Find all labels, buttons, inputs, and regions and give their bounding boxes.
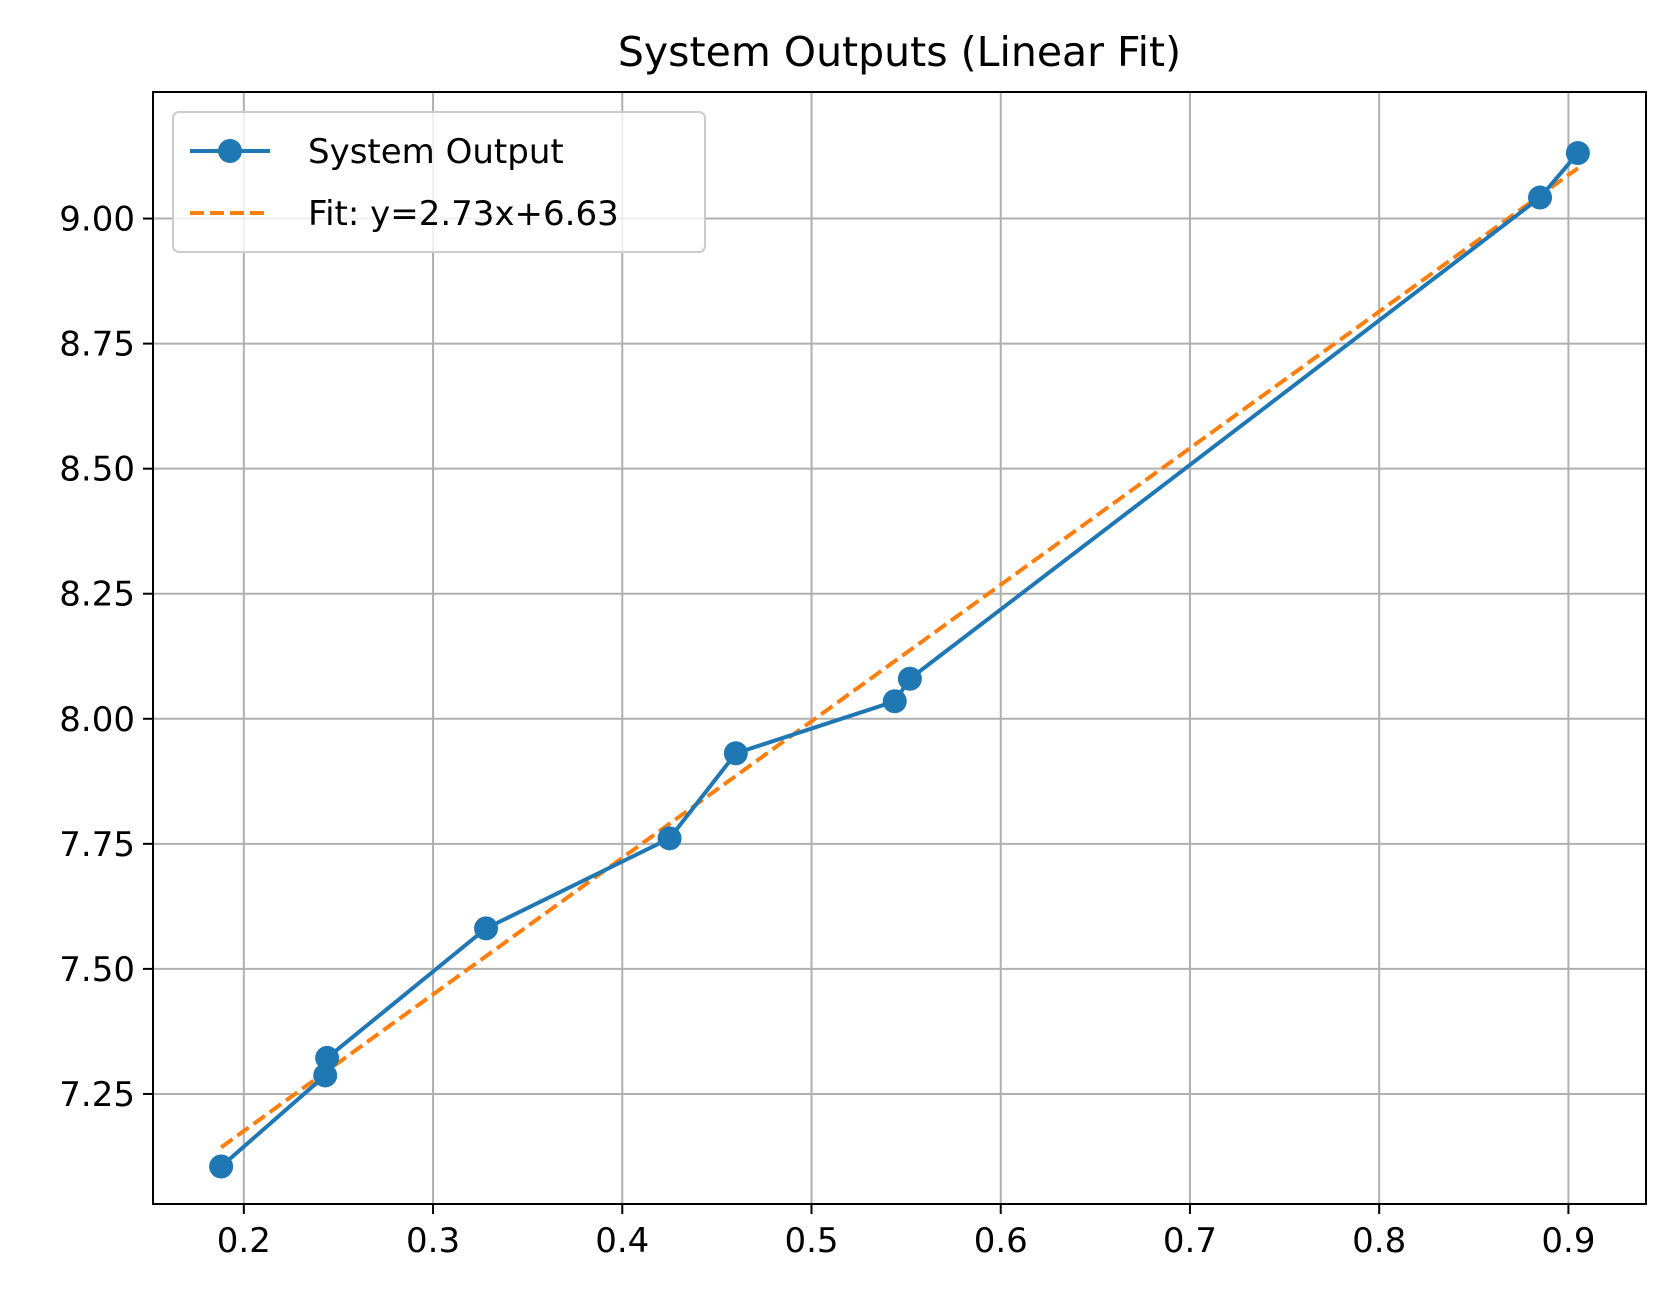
legend: System Output Fit: y=2.73x+6.63 [172,111,706,253]
x-tick-label: 0.5 [784,1221,838,1261]
data-point [1528,185,1553,210]
data-point [657,826,682,851]
y-tick-label: 7.75 [59,825,135,865]
data-point [723,741,748,766]
data-point [315,1045,340,1070]
legend-box [172,111,706,253]
axes-frame [152,91,1647,1205]
data-point [897,666,922,691]
chart-title: System Outputs (Linear Fit) [618,28,1181,76]
y-tick-label: 8.00 [59,700,135,740]
x-axis-ticks: 0.2 0.3 0.4 0.5 0.6 0.7 0.8 0.9 [217,1204,1595,1261]
grid-lines [153,92,1646,1204]
y-tick-label: 7.25 [59,1075,135,1115]
legend-marker-system-output [218,139,242,163]
x-tick-label: 0.6 [974,1221,1028,1261]
y-tick-label: 8.25 [59,575,135,615]
x-tick-label: 0.4 [595,1221,649,1261]
x-tick-label: 0.8 [1352,1221,1406,1261]
data-point [474,916,499,941]
y-axis-ticks: 7.25 7.50 7.75 8.00 8.25 8.50 8.75 9.00 [59,200,153,1115]
x-tick-label: 0.3 [406,1221,460,1261]
legend-label-fit: Fit: y=2.73x+6.63 [308,194,619,234]
series-layer [209,141,1590,1179]
y-tick-label: 8.50 [59,450,135,490]
data-point [313,1063,338,1088]
legend-label-system-output: System Output [308,132,564,172]
data-point [209,1154,234,1179]
x-tick-label: 0.7 [1163,1221,1217,1261]
data-point [882,689,907,714]
y-tick-label: 7.50 [59,950,135,990]
y-tick-label: 8.75 [59,325,135,365]
x-tick-label: 0.9 [1541,1221,1595,1261]
x-tick-label: 0.2 [217,1221,271,1261]
y-tick-label: 9.00 [59,200,135,240]
data-point [1565,141,1590,166]
